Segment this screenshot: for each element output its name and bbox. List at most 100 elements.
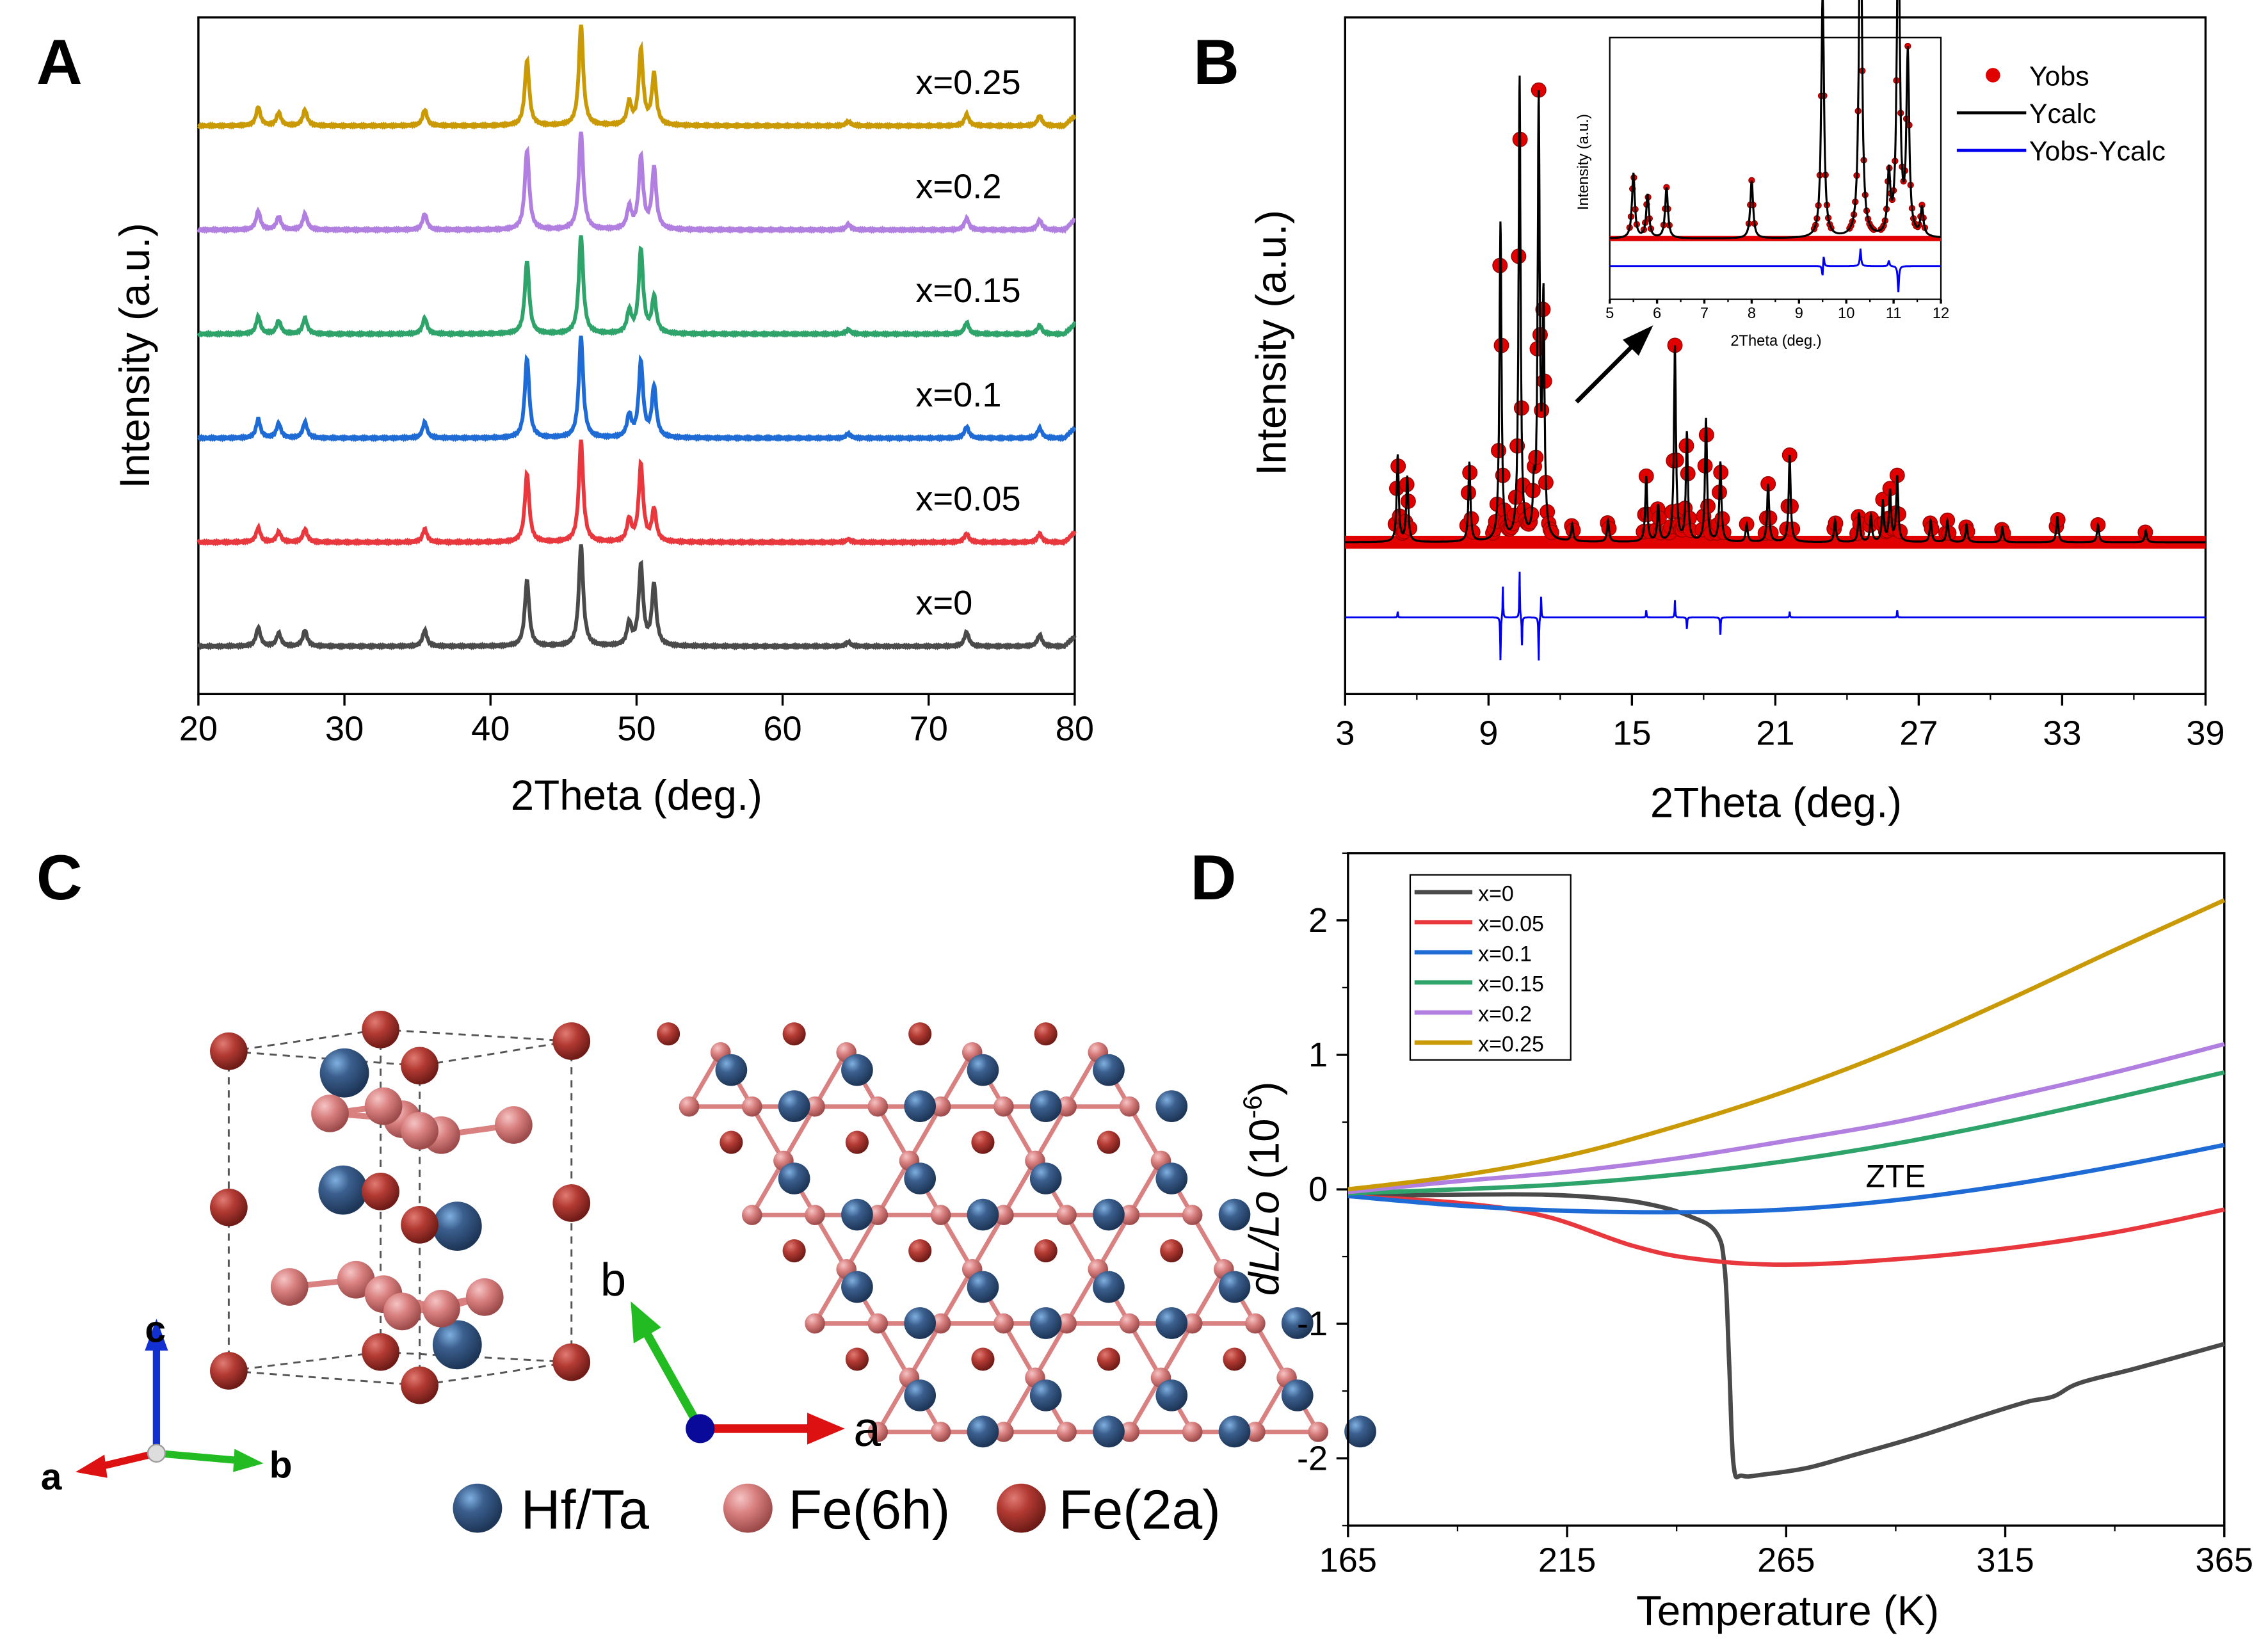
legend-label-x=0.2: x=0.2 [1478, 1002, 1532, 1026]
kagome-bond [876, 1105, 912, 1162]
hf-ta-atom [904, 1162, 937, 1194]
legend-label-x=0.05: x=0.05 [1478, 912, 1544, 936]
fe-6h-atom [1182, 1313, 1203, 1334]
panel-b-x-axis-title: 2Theta (deg.) [1650, 779, 1902, 826]
hf-ta-atom [967, 1054, 999, 1086]
zte-annotation: ZTE [1866, 1159, 1926, 1194]
hf-ta-atom [967, 1415, 999, 1448]
hf-ta-atom [967, 1271, 999, 1303]
series-line-x=0 [197, 544, 1077, 651]
fe-6h-atom [867, 1422, 889, 1442]
hf-ta-atom [1155, 1307, 1188, 1339]
kagome-bond [1127, 1159, 1163, 1216]
fe-6h-atom [401, 1112, 438, 1150]
main-diff-line [1345, 572, 2205, 661]
panel-c-crystal-structure: c b a b a Hf/Ta Fe(6h) Fe(2a) [41, 1011, 1376, 1541]
fe-2a-atom [401, 1047, 438, 1085]
axis-b-arrow-right [643, 1331, 704, 1431]
axis-b-label-right: b [600, 1255, 626, 1306]
hf-ta-atom [1029, 1307, 1062, 1339]
kagome-bond [1159, 1322, 1194, 1379]
fe-2a-atom [971, 1130, 995, 1154]
kagome-bond [907, 1105, 943, 1162]
legend-yobs-marker [1986, 68, 2000, 83]
fe-2a-atom [1034, 1022, 1058, 1046]
legend-label-x=0.1: x=0.1 [1478, 942, 1532, 966]
fe-2a-atom [908, 1022, 932, 1046]
fe-6h-atom [1245, 1313, 1266, 1334]
panel-label-c: C [36, 842, 83, 913]
inset-ycalc-line [1609, 0, 1942, 239]
inset-x-tick-label: 12 [1933, 305, 1949, 322]
fe-6h-atom [1056, 1205, 1077, 1225]
inset-x-tick-label: 5 [1605, 305, 1614, 322]
inset-diff-line [1609, 248, 1942, 293]
kagome-bond [1001, 1322, 1037, 1379]
fe-6h-atom [741, 1096, 762, 1117]
series-line-x=0.1 [197, 335, 1076, 443]
fe-6h-atom [993, 1313, 1014, 1334]
hf-ta-atom [1155, 1090, 1188, 1122]
legend-fe2a-label: Fe(2a) [1059, 1479, 1221, 1541]
cell-edge [229, 1050, 420, 1067]
hf-ta-atom [778, 1090, 810, 1122]
hf-ta-atom [1344, 1415, 1376, 1448]
legend-label-x=0.25: x=0.25 [1478, 1032, 1544, 1056]
fe-6h-atom [383, 1292, 421, 1331]
inset-x-tick-label: 8 [1748, 305, 1756, 322]
kagome-bond [938, 1051, 974, 1108]
hf-ta-atom [715, 1054, 748, 1086]
panel-d-thermal-expansion-chart: Temperature (K) dL/Lo (10-6) ZTE 165 215 2… [1237, 852, 2253, 1634]
legend-fe2a-marker [996, 1483, 1046, 1533]
axes-origin-right [686, 1414, 715, 1443]
fe-2a-atom [362, 1333, 399, 1371]
fe-2a-atom [209, 1188, 248, 1226]
kagome-bond [1127, 1376, 1163, 1433]
fe-2a-atom [1034, 1239, 1058, 1263]
series-line-x=0.25 [1347, 898, 2226, 1192]
y-title-main: dL/Lo [1241, 1191, 1287, 1296]
panel-b-x-tick-label: 9 [1479, 714, 1498, 752]
hf-ta-atom [1281, 1379, 1314, 1411]
fe-6h-atom [679, 1096, 700, 1117]
axis-b-arrowhead [233, 1449, 264, 1472]
panel-d-legend [1409, 874, 1572, 1061]
kagome-bond [1033, 1105, 1069, 1162]
fe-6h-atom [1308, 1422, 1329, 1442]
series-label-x=0: x=0 [915, 584, 972, 622]
axes-left: c b a [41, 1308, 293, 1497]
hf-ta-atom [1029, 1162, 1062, 1194]
unit-cell-3d [209, 1011, 591, 1404]
fe-6h-atom [805, 1313, 825, 1334]
panel-d-y-tick-label: 0 [1308, 1170, 1328, 1209]
fe-6h-atom [930, 1205, 951, 1225]
legend-label-x=0: x=0 [1478, 881, 1514, 906]
series-line-x=0 [1347, 1192, 2225, 1480]
fe-2a-atom [782, 1022, 806, 1046]
hf-ta-atom [432, 1201, 482, 1251]
kagome-bond [687, 1051, 723, 1108]
fe-6h-atom [805, 1096, 825, 1117]
fe-6h-atom [1182, 1422, 1203, 1442]
fe-6h-atom [930, 1422, 951, 1442]
panel-a-x-axis-title: 2Theta (deg.) [511, 772, 762, 819]
hf-ta-atom [1093, 1198, 1125, 1231]
panel-a-x-tick-label: 20 [179, 710, 218, 748]
fe-6h-atom [867, 1096, 889, 1117]
fe-2a-atom [1160, 1239, 1184, 1263]
panel-d-x-tick-label: 215 [1538, 1541, 1596, 1580]
hf-ta-atom [432, 1320, 482, 1370]
hf-ta-atom [841, 1054, 873, 1086]
cell-edge [229, 1028, 381, 1052]
series-label-x=0.15: x=0.15 [915, 271, 1020, 310]
hf-ta-atom [904, 1090, 937, 1122]
fe-6h-atom [465, 1278, 504, 1316]
fe-6h-atom [993, 1205, 1014, 1225]
inset-x-tick-label: 7 [1700, 305, 1709, 322]
kagome-bond [1001, 1376, 1037, 1433]
fe-6h-atom [1119, 1313, 1140, 1334]
fe-6h-atom [1056, 1422, 1077, 1442]
kagome-bond [1033, 1322, 1069, 1379]
kagome-bond [907, 1322, 943, 1379]
fe-2a-atom [1223, 1347, 1246, 1371]
